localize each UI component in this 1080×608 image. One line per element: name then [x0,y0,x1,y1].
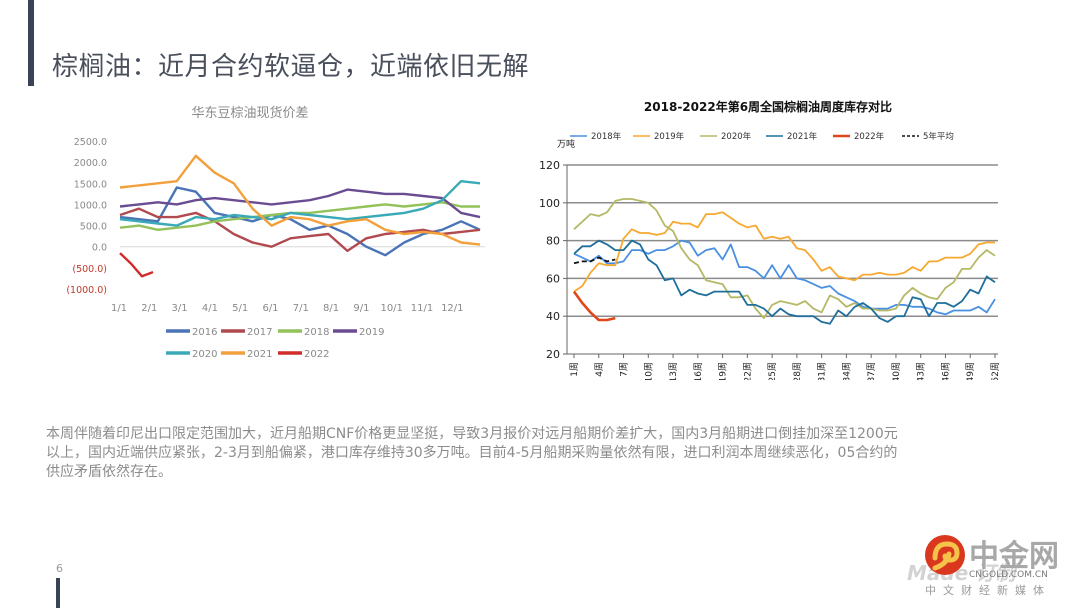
x-tick-label: 9/1 [353,303,369,314]
legend-label: 2022年 [854,131,885,142]
logo-tagline: 中文财经新媒体 [925,583,1051,597]
legend-label: 2022 [304,349,329,360]
y-tick-label: 1000.0 [74,200,107,211]
y-tick-label: 0.0 [92,243,107,254]
series-line-2022年 [572,290,616,322]
spread-chart-svg: 华东豆棕油现货价差 2500.0 2000.0 1500.0 1000.0 500.0 0… [66,105,485,360]
commentary-line: 供应矛盾依然存在。 [46,464,172,480]
x-tick-label: 12/1 [441,303,463,314]
legend-label: 2016 [192,327,217,338]
series-line-2019 [119,188,481,219]
y-tick-label: (500.0) [72,264,107,275]
x-tick-label: 34周 [841,362,852,380]
y-tick-label: 1500.0 [74,179,107,190]
series-line-2021年 [573,239,996,325]
y-tick-label: (1000.0) [66,285,107,296]
x-tick-label: 52周 [990,362,1001,380]
series-line-2017 [119,207,481,253]
commentary-text: 本周伴随着印尼出口限定范围加大，近月船期CNF价格更显坚挺，导致3月报价对远月船… [46,425,1006,482]
x-tick-label: 4周 [594,362,605,377]
legend-label: 2018 [304,327,329,338]
series-line-2020 [119,179,481,227]
cngold-logo-svg: Made 订制 中金网 CNGOLD.COM.CN 中文财经新媒体 [907,535,1059,597]
logo-watermark: Made 订制 [907,561,1019,585]
x-tick-label: 28周 [792,362,803,380]
x-tick-label: 19周 [718,362,729,380]
y-tick-label: 20 [546,348,560,361]
x-tick-label: 4/1 [202,303,218,314]
series-line-5年平均 [573,256,616,265]
legend-label: 2020年 [721,131,752,142]
commentary-line: 以上，国内近端供应紧张，2-3月到船偏紧，港口库存维持30多万吨。目前4-5月船… [46,445,898,461]
x-tick-label: 7/1 [293,303,309,314]
legend-label: 2021 [247,349,272,360]
inventory-chart-svg: 2018-2022年第6周全国棕榈油周度库存对比 万吨 2018年 2019年 20… [539,99,1001,382]
legend-label: 2019年 [654,131,685,142]
x-tick-label: 49周 [965,362,976,380]
y-tick-label: 80 [546,235,560,248]
y-tick-label: 100 [539,197,560,210]
x-tick-label: 5/1 [232,303,248,314]
spread-chart: 华东豆棕油现货价差 2500.0 2000.0 1500.0 1000.0 500.0 0… [45,95,495,370]
x-tick-label: 37周 [866,362,877,380]
legend-label: 5年平均 [923,131,954,142]
x-tick-label: 25周 [767,362,778,380]
page-number: 6 [56,562,63,575]
x-tick-label: 40周 [891,362,902,380]
x-tick-label: 6/1 [262,303,278,314]
commentary-line: 本周伴随着印尼出口限定范围加大，近月船期CNF价格更显坚挺，导致3月报价对远月船… [46,426,898,442]
y-tick-label: 2000.0 [74,158,107,169]
x-tick-label: 1/1 [111,303,127,314]
x-tick-label: 3/1 [172,303,188,314]
series-line-2018年 [573,239,996,316]
y-tick-label: 120 [539,159,560,172]
x-tick-label: 2/1 [141,303,157,314]
x-tick-label: 43周 [916,362,927,380]
x-tick-label: 22周 [742,362,753,380]
x-tick-label: 7周 [619,362,630,377]
legend-label: 2017 [247,327,272,338]
x-tick-label: 31周 [817,362,828,380]
cngold-logo: Made 订制 中金网 CNGOLD.COM.CN 中文财经新媒体 [905,528,1075,604]
x-tick-label: 8/1 [323,303,339,314]
logo-name: 中金网 [969,539,1059,574]
legend-label: 2021年 [787,131,818,142]
series-line-2022 [119,252,154,278]
x-tick-label: 11/1 [411,303,433,314]
chart-title: 2018-2022年第6周全国棕榈油周度库存对比 [644,99,892,114]
page-title: 棕榈油：近月合约软逼仓，近端依旧无解 [52,52,530,82]
y-axis-label: 万吨 [557,138,575,150]
x-tick-label: 16周 [693,362,704,380]
logo-domain: CNGOLD.COM.CN [969,570,1048,580]
x-tick-label: 13周 [668,362,679,380]
y-tick-label: 60 [546,272,560,285]
logo-cloud-icon [932,541,960,571]
series-line-2020年 [573,198,996,320]
chart-title: 华东豆棕油现货价差 [191,105,308,121]
series-line-2016 [119,186,481,257]
x-tick-label: 1周 [569,362,580,377]
y-tick-label: 500.0 [80,222,107,233]
footer-accent-bar [56,578,60,608]
x-tick-label: 10/1 [380,303,402,314]
series-line-2019年 [573,211,995,293]
legend-label: 2020 [192,349,217,360]
y-tick-label: 2500.0 [74,137,107,148]
inventory-chart: 2018-2022年第6周全国棕榈油周度库存对比 万吨 2018年 2019年 20… [520,95,1015,382]
y-tick-label: 40 [546,310,560,323]
title-accent-bar [28,0,34,86]
x-tick-label: 46周 [940,362,951,380]
x-tick-label: 10周 [643,362,654,380]
series-line-2021 [119,154,481,246]
legend-label: 2019 [359,327,384,338]
legend-label: 2018年 [591,131,622,142]
